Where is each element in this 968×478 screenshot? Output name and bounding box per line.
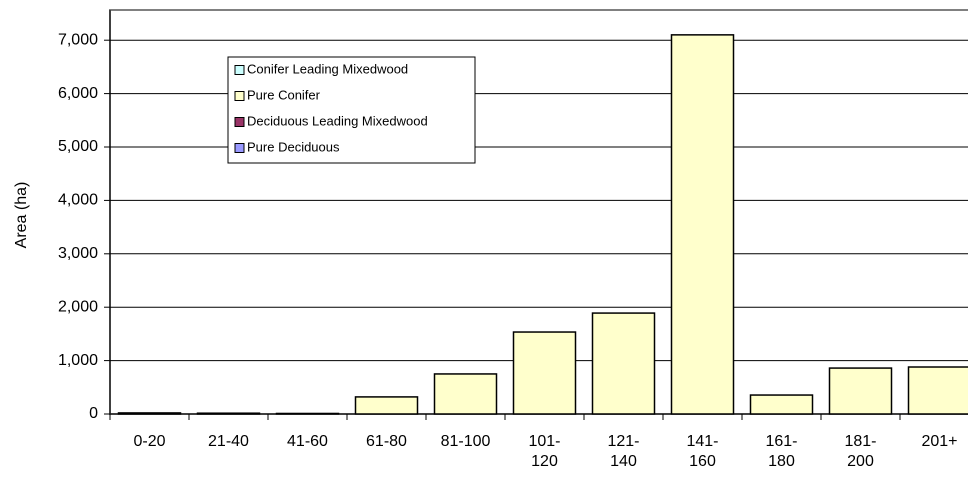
- y-tick-label: 7,000: [58, 31, 98, 48]
- x-tick-label: 181-200: [844, 433, 876, 470]
- y-tick-label: 5,000: [58, 138, 98, 155]
- bar: [433, 373, 498, 415]
- bar: [275, 412, 340, 415]
- legend-swatch: [234, 91, 245, 101]
- x-tick-label: 21-40: [208, 433, 249, 450]
- legend: Conifer Leading Mixedwood Pure Conifer Dec…: [227, 56, 476, 164]
- bar: [749, 394, 814, 415]
- y-axis-label: Area (ha): [13, 182, 30, 249]
- legend-box: [227, 56, 476, 164]
- bar: [354, 396, 419, 415]
- x-tick-label: 41-60: [287, 433, 328, 450]
- y-tick-label: 6,000: [58, 85, 98, 102]
- x-tick-label: 61-80: [366, 433, 407, 450]
- x-tick-label: 141-160: [686, 433, 718, 470]
- x-tick-label: 0-20: [133, 433, 165, 450]
- x-tick-label: 121-140: [607, 433, 639, 470]
- x-tick-label: 201+: [921, 433, 957, 450]
- y-tick-label: 1,000: [58, 352, 98, 369]
- bar: [907, 366, 968, 415]
- y-tick-label: 2,000: [58, 298, 98, 315]
- bar: [117, 412, 182, 415]
- x-tick-label: 81-100: [441, 433, 491, 450]
- legend-swatch: [234, 143, 245, 153]
- x-tick-label: 161-180: [765, 433, 797, 470]
- bar: [591, 312, 656, 415]
- bar: [670, 34, 735, 415]
- legend-swatch: [234, 117, 245, 127]
- bar: [828, 367, 893, 415]
- y-tick-label: 0: [89, 405, 98, 422]
- legend-swatch: [234, 65, 245, 75]
- legend-label: Deciduous Leading Mixedwood: [247, 113, 428, 128]
- x-tick-label: 101-120: [528, 433, 560, 470]
- legend-label: Pure Conifer: [247, 87, 321, 102]
- y-tick-label: 4,000: [58, 192, 98, 209]
- bar: [196, 412, 261, 415]
- bar: [512, 331, 577, 415]
- legend-label: Pure Deciduous: [247, 139, 340, 154]
- y-tick-label: 3,000: [58, 245, 98, 262]
- legend-label: Conifer Leading Mixedwood: [247, 61, 408, 76]
